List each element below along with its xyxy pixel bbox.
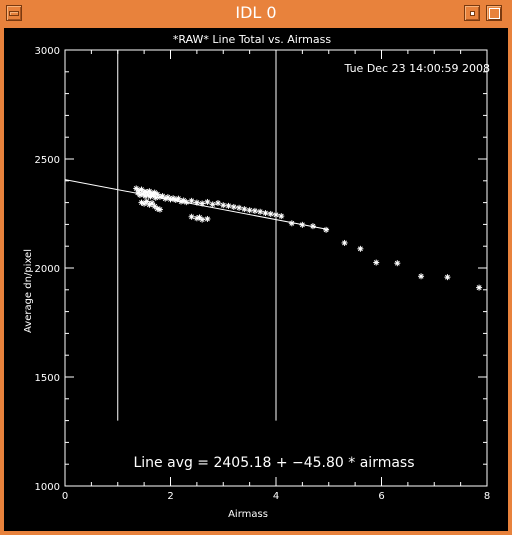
data-point: [204, 198, 211, 205]
x-tick-label: 2: [167, 491, 173, 502]
y-tick-label: 1500: [35, 373, 60, 384]
maximize-icon: [488, 7, 500, 19]
maximize-button[interactable]: [486, 5, 502, 21]
data-point: [241, 206, 248, 213]
data-point: [476, 284, 483, 291]
data-point: [299, 221, 306, 228]
plot-window: *RAW* Line Total vs. Airmass Tue Dec 23 …: [4, 28, 508, 531]
data-point: [323, 226, 330, 233]
data-point: [309, 223, 316, 230]
y-tick-label: 1000: [35, 482, 60, 493]
chart-timestamp: Tue Dec 23 14:00:59 2008: [344, 62, 490, 75]
data-point: [188, 213, 195, 220]
data-point: [236, 204, 243, 211]
y-tick-label: 3000: [35, 46, 60, 57]
data-point: [394, 260, 401, 267]
data-point: [156, 206, 163, 213]
data-point: [183, 199, 190, 206]
menu-bar-icon: [9, 10, 19, 16]
data-point: [418, 273, 425, 280]
data-point: [341, 239, 348, 246]
data-point: [204, 215, 211, 222]
y-axis-label: Average dn/pixel: [23, 249, 34, 333]
data-point: [199, 216, 206, 223]
title-bar[interactable]: IDL 0: [0, 0, 512, 28]
data-point: [246, 207, 253, 214]
window-title: IDL 0: [235, 3, 277, 22]
data-point: [193, 215, 200, 222]
fit-equation-label: Line avg = 2405.18 + −45.80 * airmass: [133, 455, 414, 471]
airmass-plot: *RAW* Line Total vs. Airmass Tue Dec 23 …: [4, 28, 508, 531]
data-point: [267, 210, 274, 217]
data-point: [154, 191, 161, 198]
y-tick-label: 2000: [35, 264, 60, 275]
data-point: [273, 211, 279, 218]
data-point: [220, 202, 227, 209]
data-point: [357, 245, 364, 252]
minimize-icon: [469, 10, 475, 16]
minimize-button[interactable]: [464, 5, 480, 21]
x-tick-label: 6: [378, 491, 384, 502]
data-point: [444, 274, 451, 281]
data-point: [214, 200, 221, 207]
data-point: [156, 193, 163, 200]
x-tick-label: 8: [484, 491, 490, 502]
data-point: [225, 202, 232, 209]
data-point: [257, 208, 264, 215]
data-point: [373, 259, 380, 266]
window-menu-button[interactable]: [6, 5, 22, 21]
data-point: [188, 197, 195, 204]
data-point: [199, 200, 206, 207]
data-point: [251, 207, 258, 214]
data-point: [178, 198, 185, 205]
y-tick-label: 2500: [35, 155, 60, 166]
x-tick-label: 0: [62, 491, 68, 502]
x-axis-label: Airmass: [228, 509, 268, 520]
data-point: [278, 213, 285, 220]
data-point: [262, 210, 269, 217]
data-point: [209, 201, 216, 208]
chart-title: *RAW* Line Total vs. Airmass: [173, 33, 331, 46]
x-tick-label: 4: [273, 491, 279, 502]
data-point: [288, 220, 295, 227]
data-point: [230, 203, 237, 210]
data-point: [193, 199, 200, 206]
